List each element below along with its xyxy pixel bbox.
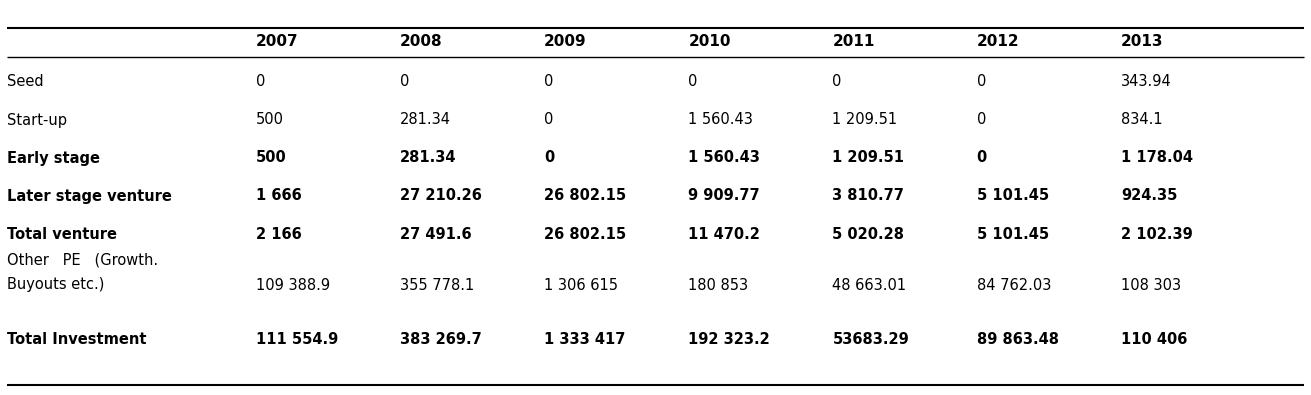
Text: 0: 0 <box>544 75 553 90</box>
Text: 1 560.43: 1 560.43 <box>688 150 760 166</box>
Text: 2007: 2007 <box>256 34 299 49</box>
Text: 26 802.15: 26 802.15 <box>544 188 627 203</box>
Text: 11 470.2: 11 470.2 <box>688 226 760 241</box>
Text: 383 269.7: 383 269.7 <box>400 333 481 348</box>
Text: 2011: 2011 <box>832 34 874 49</box>
Text: 0: 0 <box>832 75 842 90</box>
Text: 1 306 615: 1 306 615 <box>544 278 617 293</box>
Text: 1 333 417: 1 333 417 <box>544 333 625 348</box>
Text: 180 853: 180 853 <box>688 278 749 293</box>
Text: 111 554.9: 111 554.9 <box>256 333 338 348</box>
Text: 0: 0 <box>544 113 553 128</box>
Text: Early stage: Early stage <box>7 150 100 166</box>
Text: Total venture: Total venture <box>7 226 117 241</box>
Text: 192 323.2: 192 323.2 <box>688 333 770 348</box>
Text: Seed: Seed <box>7 75 43 90</box>
Text: 108 303: 108 303 <box>1121 278 1181 293</box>
Text: Total Investment: Total Investment <box>7 333 146 348</box>
Text: 924.35: 924.35 <box>1121 188 1177 203</box>
Text: 53683.29: 53683.29 <box>832 333 910 348</box>
Text: 0: 0 <box>977 113 986 128</box>
Text: 500: 500 <box>256 113 283 128</box>
Text: 1 666: 1 666 <box>256 188 302 203</box>
Text: 834.1: 834.1 <box>1121 113 1163 128</box>
Text: 281.34: 281.34 <box>400 150 456 166</box>
Text: 0: 0 <box>544 150 555 166</box>
Text: 281.34: 281.34 <box>400 113 451 128</box>
Text: 5 101.45: 5 101.45 <box>977 226 1049 241</box>
Text: 2012: 2012 <box>977 34 1020 49</box>
Text: 0: 0 <box>256 75 265 90</box>
Text: 89 863.48: 89 863.48 <box>977 333 1059 348</box>
Text: Other   PE   (Growth.: Other PE (Growth. <box>7 252 157 267</box>
Text: 355 778.1: 355 778.1 <box>400 278 475 293</box>
Text: 1 560.43: 1 560.43 <box>688 113 753 128</box>
Text: 0: 0 <box>688 75 697 90</box>
Text: 2 102.39: 2 102.39 <box>1121 226 1193 241</box>
Text: 0: 0 <box>977 150 987 166</box>
Text: 2010: 2010 <box>688 34 730 49</box>
Text: 500: 500 <box>256 150 286 166</box>
Text: 109 388.9: 109 388.9 <box>256 278 330 293</box>
Text: 1 178.04: 1 178.04 <box>1121 150 1193 166</box>
Text: 5 101.45: 5 101.45 <box>977 188 1049 203</box>
Text: 2013: 2013 <box>1121 34 1163 49</box>
Text: 2 166: 2 166 <box>256 226 302 241</box>
Text: 26 802.15: 26 802.15 <box>544 226 627 241</box>
Text: 0: 0 <box>977 75 986 90</box>
Text: 3 810.77: 3 810.77 <box>832 188 905 203</box>
Text: 27 210.26: 27 210.26 <box>400 188 481 203</box>
Text: 5 020.28: 5 020.28 <box>832 226 905 241</box>
Text: 1 209.51: 1 209.51 <box>832 150 905 166</box>
Text: 84 762.03: 84 762.03 <box>977 278 1051 293</box>
Text: 110 406: 110 406 <box>1121 333 1188 348</box>
Text: 2008: 2008 <box>400 34 443 49</box>
Text: 1 209.51: 1 209.51 <box>832 113 898 128</box>
Text: Start-up: Start-up <box>7 113 67 128</box>
Text: 48 663.01: 48 663.01 <box>832 278 907 293</box>
Text: 2009: 2009 <box>544 34 587 49</box>
Text: 343.94: 343.94 <box>1121 75 1172 90</box>
Text: Later stage venture: Later stage venture <box>7 188 172 203</box>
Text: 27 491.6: 27 491.6 <box>400 226 472 241</box>
Text: Buyouts etc.): Buyouts etc.) <box>7 278 104 293</box>
Text: 9 909.77: 9 909.77 <box>688 188 760 203</box>
Text: 0: 0 <box>400 75 409 90</box>
